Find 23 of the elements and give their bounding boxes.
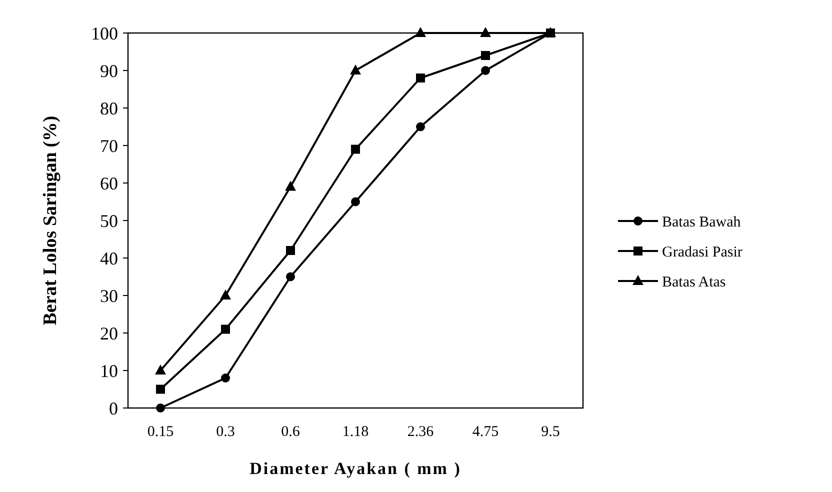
y-tick-label: 10 (100, 360, 118, 381)
y-tick-label: 60 (100, 173, 118, 194)
y-tick-label: 50 (100, 210, 118, 231)
legend-label: Batas Bawah (662, 214, 742, 230)
x-tick-label: 9.5 (541, 424, 560, 440)
x-tick-label: 0.6 (281, 424, 300, 440)
y-tick-label: 0 (109, 398, 118, 418)
y-axis-title: Berat Lolos Saringan (%) (40, 116, 61, 326)
legend-label: Batas Atas (662, 274, 726, 290)
y-tick-label: 90 (100, 60, 118, 81)
x-tick-label: 4.75 (472, 424, 499, 440)
x-tick-label: 0.3 (216, 424, 235, 440)
y-tick-label: 70 (100, 136, 118, 156)
x-axis-title: Diameter Ayakan ( mm ) (250, 459, 462, 478)
x-tick-label: 2.36 (407, 424, 434, 440)
y-tick-label: 80 (100, 98, 118, 118)
legend-label: Gradasi Pasir (662, 244, 742, 260)
x-tick-label: 1.18 (342, 424, 369, 440)
y-tick-label: 100 (91, 23, 118, 44)
y-tick-label: 40 (100, 248, 118, 268)
y-tick-label: 30 (100, 286, 118, 306)
x-tick-label: 0.15 (147, 424, 174, 440)
y-tick-label: 20 (100, 323, 118, 344)
